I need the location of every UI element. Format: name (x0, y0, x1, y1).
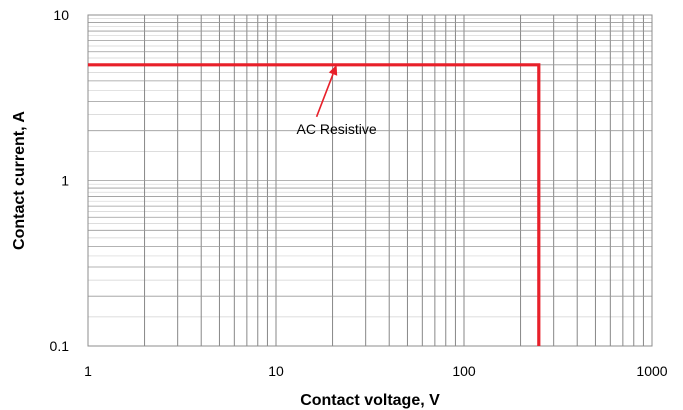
x-tick-label: 1000 (636, 363, 667, 379)
plot-area-frame (87, 14, 653, 347)
annotation-arrow-head (328, 64, 338, 76)
annotation-arrow (315, 73, 334, 118)
x-tick-label: 10 (268, 363, 284, 379)
x-tick-label: 1 (84, 363, 92, 379)
annotation-label: AC Resistive (297, 121, 377, 137)
x-axis-title: Contact voltage, V (300, 392, 440, 409)
minor-gridlines-horizontal (88, 18, 652, 318)
series-line-0 (88, 63, 541, 346)
y-tick-label: 10 (53, 7, 69, 23)
series-layer (88, 63, 541, 346)
y-tick-label: 1 (61, 173, 69, 189)
x-tick-label: 100 (452, 363, 476, 379)
annotation-layer: AC Resistive (297, 64, 377, 137)
y-axis-title: Contact current, A (11, 111, 28, 250)
x-tick-labels: 1 10 100 1000 (84, 363, 668, 379)
y-tick-labels: 0.1 1 10 (50, 7, 70, 354)
y-tick-label: 0.1 (50, 338, 70, 354)
